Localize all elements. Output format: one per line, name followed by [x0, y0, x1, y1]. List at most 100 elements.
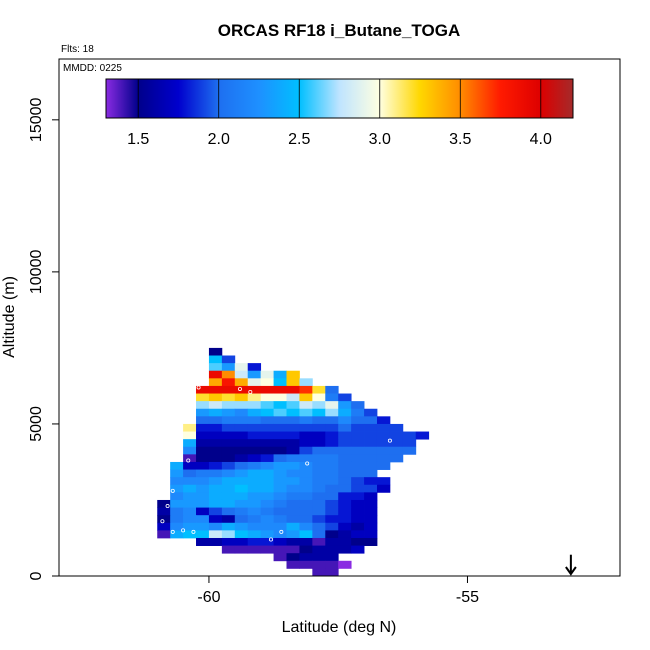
heatmap-cell — [221, 423, 236, 432]
y-tick-label: 0 — [28, 571, 45, 580]
heatmap-cell — [273, 522, 287, 531]
heatmap-cell — [247, 363, 262, 372]
heatmap-cell — [260, 522, 274, 531]
heatmap-cell — [170, 469, 184, 478]
heatmap-cell — [221, 492, 236, 501]
heatmap-cell — [351, 401, 365, 410]
heatmap-cell — [376, 416, 391, 425]
heatmap-cell — [234, 484, 249, 493]
heatmap-cell — [325, 515, 339, 524]
heatmap-cell — [183, 423, 197, 432]
heatmap-cell — [299, 446, 313, 455]
heatmap-cell — [325, 431, 339, 440]
heatmap-cell — [312, 568, 326, 577]
heatmap-cell — [234, 507, 249, 516]
heatmap-cell — [260, 393, 274, 402]
heatmap-cell — [208, 477, 223, 486]
heatmap-cell — [286, 560, 300, 569]
heatmap-cell — [325, 454, 339, 463]
heatmap-cell — [170, 477, 184, 486]
heatmap-cell — [208, 378, 223, 387]
heatmap-cell — [208, 515, 223, 524]
heatmap-cell — [364, 461, 378, 470]
heatmap-cell — [247, 393, 262, 402]
heatmap-cell — [351, 545, 365, 554]
heatmap-cell — [234, 363, 249, 372]
sample-point — [305, 569, 310, 574]
heatmap-cell — [312, 515, 326, 524]
heatmap-cell — [273, 507, 287, 516]
heatmap-cell — [286, 515, 300, 524]
heatmap-cell — [299, 378, 313, 387]
heatmap-cell — [273, 423, 287, 432]
heatmap-cell — [260, 507, 274, 516]
heatmap-cell — [299, 393, 313, 402]
colorbar-ticks: 1.5 2.0 2.5 3.0 3.5 4.0 — [127, 79, 552, 148]
heatmap-cell — [208, 431, 223, 440]
heatmap-cell — [221, 537, 236, 546]
heatmap-cell — [221, 439, 236, 448]
heatmap-cell — [312, 560, 326, 569]
heatmap-cell — [312, 530, 326, 539]
heatmap-cell — [170, 492, 184, 501]
heatmap-cell — [196, 385, 210, 394]
heatmap-cell — [273, 401, 287, 410]
heatmap-cell — [325, 469, 339, 478]
heatmap-cell — [234, 408, 249, 417]
heatmap-cell — [286, 454, 300, 463]
heatmap-cell — [196, 454, 210, 463]
heatmap-cell — [312, 393, 326, 402]
heatmap-cell — [286, 530, 300, 539]
heatmap-cell — [364, 530, 378, 539]
heatmap-cell — [325, 522, 339, 531]
sample-point — [196, 356, 201, 361]
heatmap-cell — [234, 416, 249, 425]
heatmap-cell — [183, 461, 197, 470]
heatmap-cell — [325, 446, 339, 455]
heatmap-cell — [299, 484, 313, 493]
heatmap-cell — [157, 522, 171, 531]
heatmap-cell — [221, 370, 236, 379]
heatmap-cell — [260, 537, 274, 546]
heatmap-cell — [221, 454, 236, 463]
heatmap-cell — [312, 446, 326, 455]
heatmap-cell — [325, 530, 339, 539]
heatmap-cell — [234, 370, 249, 379]
heatmap-cell — [286, 393, 300, 402]
heatmap-cell — [273, 515, 287, 524]
heatmap-cell — [196, 423, 210, 432]
heatmap-cell — [273, 378, 287, 387]
heatmap-cell — [234, 401, 249, 410]
heatmap-cell — [208, 347, 223, 356]
heatmap-cell — [286, 446, 300, 455]
heatmap-cell — [247, 416, 262, 425]
heatmap-cell — [247, 446, 262, 455]
heatmap-cell — [376, 461, 391, 470]
sample-point — [305, 461, 310, 466]
sample-point — [237, 386, 242, 391]
heatmap-cell — [299, 515, 313, 524]
heatmap-cell — [208, 499, 223, 508]
heatmap-cell — [364, 439, 378, 448]
heatmap-cell — [325, 477, 339, 486]
heatmap-cell — [170, 507, 184, 516]
heatmap-cell — [286, 469, 300, 478]
heatmap-cell — [273, 454, 287, 463]
heatmap-cell — [260, 515, 274, 524]
heatmap-cell — [234, 545, 249, 554]
heatmap-cell — [299, 401, 313, 410]
heatmap-cell — [273, 537, 287, 546]
heatmap-cell — [221, 446, 236, 455]
heatmap-cell — [183, 530, 197, 539]
heatmap-cell — [338, 393, 352, 402]
heatmap-cell — [325, 393, 339, 402]
heatmap-cell — [247, 408, 262, 417]
heatmap-cell — [299, 431, 313, 440]
heatmap-cell — [196, 446, 210, 455]
heatmap-cell — [234, 492, 249, 501]
heatmap-cell — [208, 423, 223, 432]
heatmap-cell — [247, 401, 262, 410]
heatmap-cell — [312, 499, 326, 508]
heatmap-cell — [338, 439, 352, 448]
heatmap-cell — [260, 499, 274, 508]
